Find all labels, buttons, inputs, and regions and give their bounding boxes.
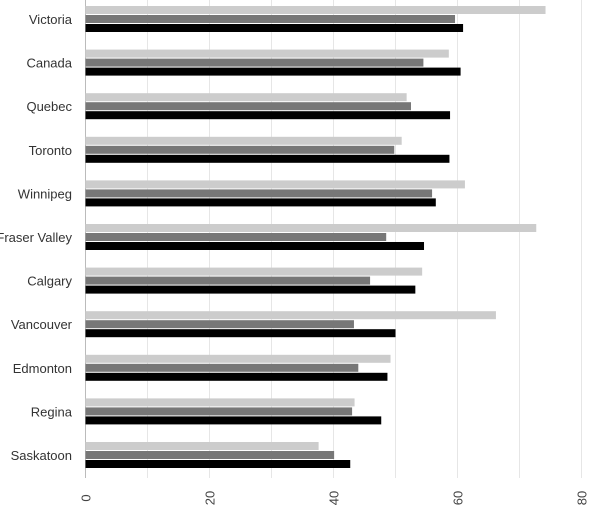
bar-2 [85, 320, 354, 329]
bar-2 [85, 451, 335, 459]
category-label: Regina [31, 404, 73, 419]
bar-1 [85, 354, 391, 363]
category-label: Saskatoon [11, 448, 72, 463]
category-label: Quebec [26, 99, 72, 114]
bar-1 [85, 136, 402, 145]
bar-1 [85, 267, 423, 276]
bar-3 [85, 416, 382, 425]
bar-1 [85, 180, 465, 189]
bar-1 [85, 49, 449, 58]
bar-1 [85, 224, 537, 232]
bar-2 [85, 58, 424, 67]
bar-3 [85, 198, 436, 207]
category-label: Calgary [27, 274, 72, 289]
bar-2 [85, 407, 353, 416]
category-label: Toronto [29, 143, 72, 158]
bar-3 [85, 242, 425, 250]
category-label: Vancouver [11, 317, 73, 332]
bar-3 [85, 460, 351, 468]
x-tick-label: 0 [79, 494, 94, 501]
bar-1 [85, 6, 546, 14]
bar-3 [85, 111, 451, 120]
bar-2 [85, 276, 371, 285]
category-label: Canada [26, 56, 72, 71]
category-label: Victoria [29, 12, 73, 27]
x-tick-label: 40 [327, 491, 342, 505]
bar-1 [85, 442, 319, 450]
bar-3 [85, 154, 450, 163]
category-label: Fraser Valley [0, 230, 72, 245]
x-tick-label: 20 [203, 491, 218, 505]
bar-1 [85, 398, 355, 407]
bar-3 [85, 372, 388, 381]
bar-3 [85, 67, 461, 76]
bar-1 [85, 93, 407, 102]
x-tick-label: 60 [451, 491, 466, 505]
bar-3 [85, 285, 416, 294]
category-label: Edmonton [13, 361, 72, 376]
bar-2 [85, 189, 433, 198]
bar-3 [85, 329, 396, 338]
category-label: Winnipeg [18, 186, 72, 201]
bar-2 [85, 102, 411, 111]
bar-3 [85, 24, 464, 32]
bar-2 [85, 145, 395, 154]
bar-1 [85, 311, 496, 320]
x-tick-label: 80 [575, 491, 590, 505]
bar-2 [85, 233, 387, 241]
bar-2 [85, 15, 456, 23]
bar-2 [85, 363, 359, 372]
